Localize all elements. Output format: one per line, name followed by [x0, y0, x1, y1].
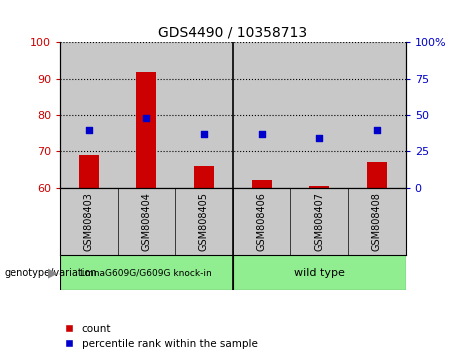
- Bar: [136, 72, 156, 188]
- Text: GSM808407: GSM808407: [314, 192, 324, 251]
- Bar: [348, 42, 406, 188]
- Bar: [175, 42, 233, 188]
- Legend: count, percentile rank within the sample: count, percentile rank within the sample: [65, 324, 258, 349]
- Bar: [194, 166, 214, 188]
- Point: [85, 127, 92, 132]
- Bar: [79, 155, 99, 188]
- Text: ▶: ▶: [48, 266, 58, 279]
- Title: GDS4490 / 10358713: GDS4490 / 10358713: [158, 26, 307, 40]
- Point: [200, 131, 207, 137]
- Text: GSM808408: GSM808408: [372, 192, 382, 251]
- Bar: [309, 186, 329, 188]
- Bar: [252, 181, 272, 188]
- Bar: [233, 255, 406, 290]
- Point: [258, 131, 266, 137]
- Bar: [233, 42, 290, 188]
- Bar: [367, 162, 387, 188]
- Text: wild type: wild type: [294, 268, 345, 278]
- Bar: [290, 42, 348, 188]
- Bar: [118, 42, 175, 188]
- Text: LmnaG609G/G609G knock-in: LmnaG609G/G609G knock-in: [81, 268, 212, 277]
- Text: genotype/variation: genotype/variation: [5, 268, 97, 278]
- Point: [142, 115, 150, 121]
- Bar: [60, 42, 118, 188]
- Text: GSM808406: GSM808406: [257, 192, 266, 251]
- Bar: [60, 255, 233, 290]
- Text: GSM808403: GSM808403: [84, 192, 94, 251]
- Point: [373, 127, 381, 132]
- Point: [315, 136, 323, 141]
- Text: GSM808405: GSM808405: [199, 192, 209, 251]
- Text: GSM808404: GSM808404: [142, 192, 151, 251]
